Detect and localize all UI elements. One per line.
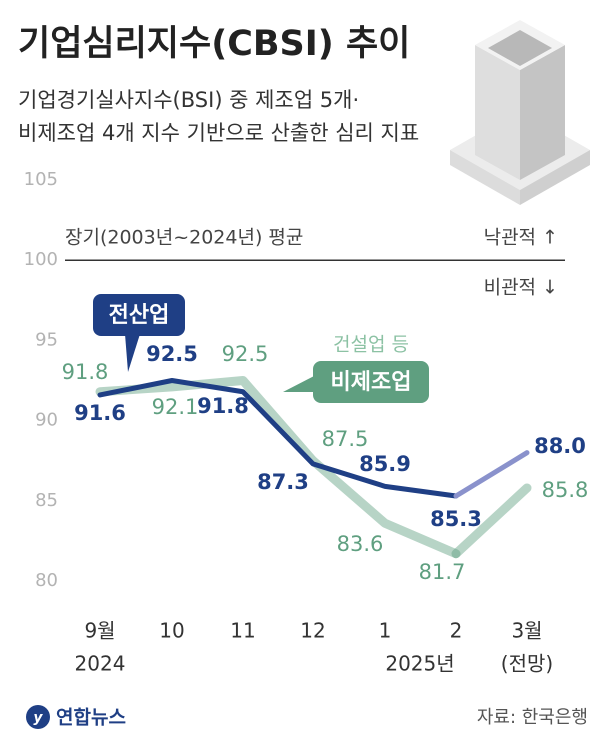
x-tick-label: 9월 (84, 619, 115, 643)
value-label: 91.8 (62, 360, 109, 384)
series-line (97, 378, 459, 499)
value-label: 85.9 (359, 452, 411, 476)
legend-box: 전산업 (93, 294, 185, 372)
x-sublabel: (전망) (501, 652, 553, 676)
svg-text:y: y (33, 710, 43, 726)
value-label: 92.1 (152, 395, 199, 419)
y-tick-label: 90 (35, 410, 58, 431)
legend-label: 전산업 (109, 303, 170, 328)
forecast-line (453, 450, 530, 499)
annotation: 비관적 ↓ (484, 277, 558, 299)
legend-label: 비제조업 (331, 370, 412, 395)
x-tick-label: 11 (230, 619, 255, 643)
value-label: 91.6 (74, 401, 126, 425)
series-line (95, 376, 461, 559)
value-label: 92.5 (222, 342, 269, 366)
forecast-line (451, 483, 532, 559)
series-note: 건설업 등 (333, 334, 409, 356)
logo: y 연합뉴스 (26, 705, 126, 729)
value-label: 85.3 (430, 507, 482, 531)
x-sublabel: 2024 (75, 652, 126, 676)
value-label: 88.0 (534, 434, 586, 458)
x-tick-label: 12 (300, 619, 325, 643)
x-tick-label: 3월 (511, 619, 542, 643)
x-tick-label: 10 (159, 619, 184, 643)
value-label: 87.5 (322, 427, 369, 451)
y-tick-label: 105 (24, 169, 58, 190)
value-label: 81.7 (419, 560, 466, 584)
x-tick-label: 1 (379, 619, 392, 643)
y-tick-label: 100 (24, 249, 58, 270)
subtitle: 비제조업 4개 지수 기반으로 산출한 심리 지표 (18, 121, 419, 145)
y-tick-label: 95 (35, 329, 58, 350)
y-tick-label: 80 (35, 570, 58, 591)
value-label: 92.5 (146, 342, 198, 366)
x-tick-label: 2 (450, 619, 463, 643)
annotation: 낙관적 ↑ (484, 227, 558, 249)
chart-title: 기업심리지수(CBSI) 추이 (18, 24, 410, 64)
legend-box: 비제조업 (283, 361, 429, 403)
value-label: 83.6 (337, 532, 384, 556)
source: 자료: 한국은행 (477, 707, 588, 728)
logo-text: 연합뉴스 (56, 707, 126, 729)
x-sublabel: 2025년 (385, 652, 454, 676)
subtitle: 기업경기실사지수(BSI) 중 제조업 5개· (18, 88, 359, 112)
y-tick-label: 85 (35, 490, 58, 511)
building-icon (450, 20, 590, 205)
reference-label: 장기(2003년~2024년) 평균 (65, 227, 303, 249)
value-label: 91.8 (197, 394, 249, 418)
value-label: 87.3 (257, 470, 309, 494)
value-label: 85.8 (542, 478, 589, 502)
